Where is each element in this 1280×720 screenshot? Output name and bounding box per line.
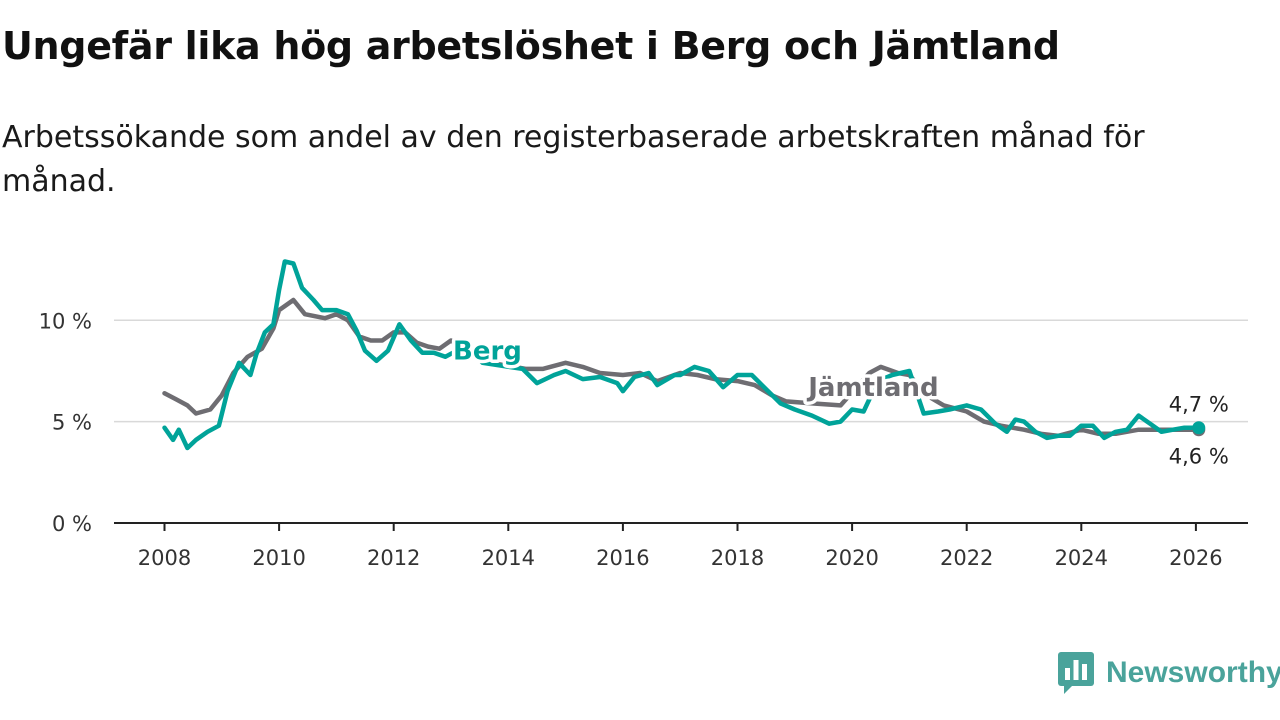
y-tick-label: 0 %	[52, 512, 92, 536]
x-tick-label: 2018	[711, 546, 764, 570]
bar-chart-badge-icon	[1058, 652, 1094, 694]
end-value-label: 4,6 %	[1169, 445, 1229, 469]
series-end-marker	[1192, 421, 1206, 435]
series-line-berg	[162, 259, 1202, 451]
x-tick-label: 2020	[825, 546, 878, 570]
x-tick-label: 2010	[252, 546, 305, 570]
x-tick-label: 2016	[596, 546, 649, 570]
chart-subtitle: Arbetssökande som andel av den registerb…	[2, 120, 1145, 199]
x-tick-label: 2008	[138, 546, 191, 570]
end-value-label: 4,7 %	[1169, 393, 1229, 417]
newsworthy-logo: Newsworthy	[1058, 652, 1280, 694]
series-label: Jämtland	[806, 373, 938, 403]
x-tick-label: 2014	[482, 546, 535, 570]
chart-title: Ungefär lika hög arbetslöshet i Berg och…	[2, 24, 1060, 68]
x-tick-label: 2012	[367, 546, 420, 570]
x-tick-label: 2024	[1055, 546, 1108, 570]
brand-name: Newsworthy	[1106, 656, 1280, 689]
y-tick-label: 10 %	[39, 309, 92, 333]
series-label: Berg	[453, 337, 522, 367]
x-tick-label: 2026	[1169, 546, 1222, 570]
x-tick-label: 2022	[940, 546, 993, 570]
y-tick-label: 5 %	[52, 411, 92, 435]
